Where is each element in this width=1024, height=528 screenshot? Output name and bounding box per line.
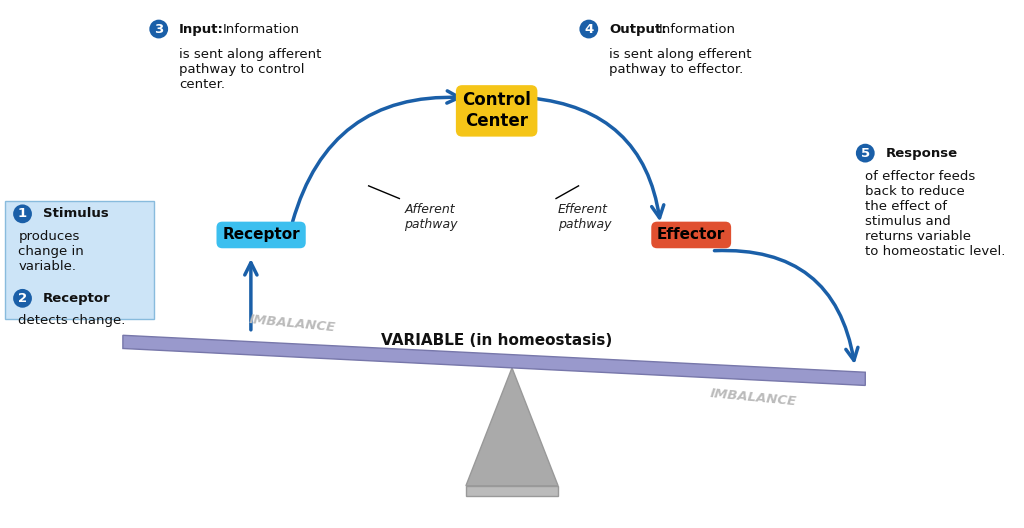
Text: VARIABLE (in homeostasis): VARIABLE (in homeostasis) (381, 333, 612, 348)
Text: 3: 3 (154, 23, 164, 35)
Text: produces
change in
variable.: produces change in variable. (18, 230, 84, 272)
Text: is sent along afferent
pathway to control
center.: is sent along afferent pathway to contro… (179, 48, 322, 90)
Polygon shape (466, 368, 558, 486)
Text: Output:: Output: (609, 23, 667, 35)
Text: Effector: Effector (657, 228, 725, 242)
Text: Efferent
pathway: Efferent pathway (558, 203, 611, 231)
Text: 4: 4 (584, 23, 594, 35)
Text: Response: Response (886, 147, 957, 159)
FancyBboxPatch shape (5, 201, 154, 319)
Text: 5: 5 (861, 147, 869, 159)
Polygon shape (466, 486, 558, 496)
Text: of effector feeds
back to reduce
the effect of
stimulus and
returns variable
to : of effector feeds back to reduce the eff… (865, 170, 1006, 258)
Text: Input:: Input: (179, 23, 224, 35)
Text: 1: 1 (18, 208, 27, 220)
Text: Afferent
pathway: Afferent pathway (404, 203, 458, 231)
Text: Control
Center: Control Center (462, 91, 531, 130)
Text: Information: Information (223, 23, 300, 35)
Text: detects change.: detects change. (18, 314, 126, 327)
Text: IMBALANCE: IMBALANCE (249, 313, 337, 334)
Text: Receptor: Receptor (43, 292, 111, 305)
Text: Receptor: Receptor (222, 228, 300, 242)
Text: is sent along efferent
pathway to effector.: is sent along efferent pathway to effect… (609, 48, 752, 76)
Text: 2: 2 (18, 292, 27, 305)
Polygon shape (123, 335, 865, 385)
Text: IMBALANCE: IMBALANCE (710, 387, 798, 408)
Text: Information: Information (658, 23, 735, 35)
Text: Stimulus: Stimulus (43, 208, 109, 220)
